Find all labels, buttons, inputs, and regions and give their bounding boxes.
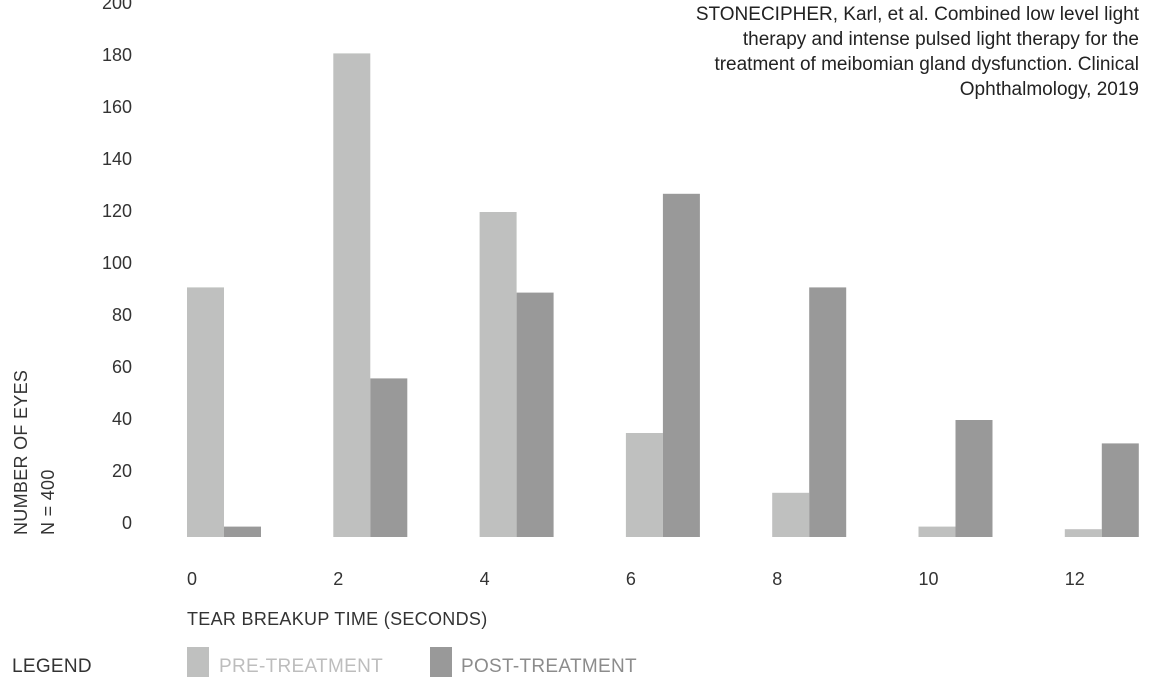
legend-label-post-treatment: POST-TREATMENT — [461, 656, 637, 677]
y-tick-label: 140 — [102, 149, 132, 169]
x-tick-label: 12 — [1065, 569, 1085, 589]
y-tick-label: 200 — [102, 0, 132, 13]
y-axis-title: NUMBER OF EYES N = 400 — [11, 370, 58, 535]
legend-swatch-pre-treatment — [187, 647, 209, 677]
x-tick-label: 2 — [333, 569, 343, 589]
x-axis-title: TEAR BREAKUP TIME (SECONDS) — [187, 609, 488, 629]
bar-pre-treatment-12 — [1064, 529, 1102, 537]
y-tick-label: 20 — [112, 461, 132, 481]
y-tick-label: 100 — [102, 253, 132, 273]
bar-pre-treatment-10 — [918, 526, 956, 537]
bar-pre-treatment-4 — [479, 212, 517, 537]
bar-post-treatment-6 — [662, 193, 700, 538]
bar-post-treatment-2 — [370, 378, 408, 537]
bars — [187, 53, 1139, 538]
bar-pre-treatment-8 — [772, 492, 810, 537]
y-axis-title-line-1: NUMBER OF EYES — [11, 370, 31, 535]
y-tick-label: 120 — [102, 201, 132, 221]
y-tick-label: 40 — [112, 409, 132, 429]
x-tick-label: 0 — [187, 569, 197, 589]
y-axis-ticks: 0 20 40 60 80 100 120 140 160 180 200 — [102, 0, 132, 533]
legend-label-pre-treatment: PRE-TREATMENT — [219, 656, 383, 677]
bar-post-treatment-12 — [1101, 443, 1139, 537]
y-tick-label: 80 — [112, 305, 132, 325]
x-tick-label: 8 — [772, 569, 782, 589]
x-tick-label: 10 — [919, 569, 939, 589]
x-tick-label: 4 — [480, 569, 490, 589]
bar-post-treatment-10 — [955, 420, 993, 537]
bar-post-treatment-4 — [516, 292, 554, 537]
y-tick-label: 180 — [102, 45, 132, 65]
y-tick-label: 160 — [102, 97, 132, 117]
y-axis-title-line-2: N = 400 — [38, 469, 58, 535]
x-tick-label: 6 — [626, 569, 636, 589]
x-axis-ticks: 0 2 4 6 8 10 12 — [187, 569, 1085, 589]
bar-pre-treatment-0 — [187, 287, 224, 537]
y-tick-label: 60 — [112, 357, 132, 377]
legend-title: LEGEND — [12, 656, 92, 677]
bar-post-treatment-8 — [809, 287, 847, 537]
bar-pre-treatment-2 — [333, 53, 371, 538]
y-tick-label: 0 — [122, 513, 132, 533]
bar-post-treatment-0 — [224, 526, 261, 537]
bar-pre-treatment-6 — [625, 433, 663, 537]
citation-text: STONECIPHER, Karl, et al. Combined low l… — [695, 4, 1139, 100]
legend-swatch-post-treatment — [430, 647, 452, 677]
